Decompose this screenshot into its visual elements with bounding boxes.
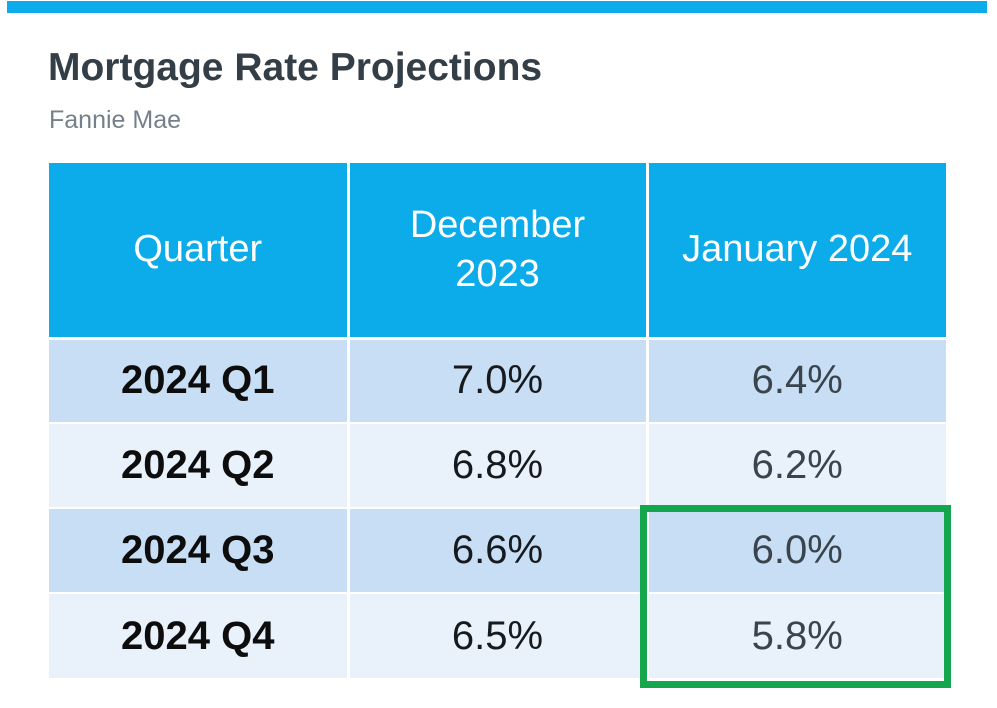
header-january-2024: January 2024 [647, 163, 946, 340]
table-row: 2024 Q2 6.8% 6.2% [49, 423, 946, 509]
table-header-row: Quarter December 2023 January 2024 [49, 163, 946, 340]
page-subtitle: Fannie Mae [49, 106, 182, 134]
january-value-cell: 5.8% [647, 593, 946, 678]
december-value-cell: 6.6% [348, 508, 649, 594]
january-value-cell: 6.2% [647, 423, 946, 509]
projections-table: Quarter December 2023 January 2024 2024 … [49, 163, 946, 678]
december-value-cell: 6.5% [348, 593, 649, 678]
quarter-cell: 2024 Q1 [49, 338, 350, 424]
december-value-cell: 6.8% [348, 423, 649, 509]
projections-table-container: Quarter December 2023 January 2024 2024 … [49, 163, 946, 678]
header-quarter-label: Quarter [133, 228, 263, 271]
table-row: 2024 Q1 7.0% 6.4% [49, 338, 946, 424]
header-quarter: Quarter [49, 163, 350, 340]
table-row: 2024 Q3 6.6% 6.0% [49, 508, 946, 594]
january-value-cell: 6.0% [647, 508, 946, 594]
december-value-cell: 7.0% [348, 338, 649, 424]
quarter-cell: 2024 Q4 [49, 593, 350, 678]
quarter-cell: 2024 Q2 [49, 423, 350, 509]
header-december-2023: December 2023 [348, 163, 649, 340]
page-title: Mortgage Rate Projections [48, 46, 543, 89]
header-january-2024-label: January 2024 [682, 228, 913, 271]
quarter-cell: 2024 Q3 [49, 508, 350, 594]
january-value-cell: 6.4% [647, 338, 946, 424]
header-december-2023-label: December 2023 [409, 204, 586, 295]
top-accent-bar [7, 1, 987, 13]
table-row: 2024 Q4 6.5% 5.8% [49, 593, 946, 678]
